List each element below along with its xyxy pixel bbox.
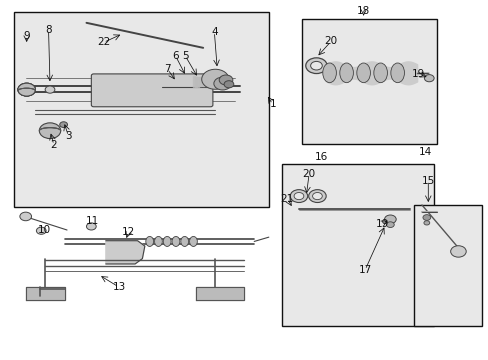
Polygon shape <box>26 287 64 300</box>
Circle shape <box>423 221 429 225</box>
Text: 12: 12 <box>122 227 135 237</box>
Ellipse shape <box>373 63 386 83</box>
Bar <box>301 19 436 144</box>
Circle shape <box>386 222 393 228</box>
Ellipse shape <box>356 63 370 83</box>
Text: 20: 20 <box>324 36 337 46</box>
Polygon shape <box>106 241 144 264</box>
Circle shape <box>422 215 430 220</box>
Circle shape <box>219 75 232 85</box>
FancyBboxPatch shape <box>91 74 212 107</box>
Text: 19: 19 <box>411 68 425 78</box>
Ellipse shape <box>189 237 197 247</box>
Bar <box>282 164 433 327</box>
Ellipse shape <box>390 63 404 83</box>
Circle shape <box>18 83 35 96</box>
Bar <box>14 12 268 207</box>
Circle shape <box>293 193 303 200</box>
Circle shape <box>289 190 307 203</box>
Circle shape <box>384 215 395 224</box>
Circle shape <box>308 190 325 203</box>
Text: 6: 6 <box>172 51 179 61</box>
Circle shape <box>36 227 46 234</box>
Circle shape <box>39 123 61 139</box>
Ellipse shape <box>172 237 180 247</box>
Circle shape <box>213 77 231 90</box>
Text: 8: 8 <box>45 25 52 35</box>
Text: 11: 11 <box>86 216 99 226</box>
Ellipse shape <box>154 237 162 247</box>
Text: 15: 15 <box>421 176 434 186</box>
Polygon shape <box>196 287 244 300</box>
Text: 7: 7 <box>164 64 171 74</box>
Circle shape <box>424 75 433 82</box>
Text: 20: 20 <box>302 168 315 179</box>
Text: 17: 17 <box>358 265 371 275</box>
Text: 9: 9 <box>23 31 30 41</box>
Text: 14: 14 <box>418 147 431 157</box>
Text: 18: 18 <box>356 6 369 17</box>
Ellipse shape <box>145 237 153 247</box>
Circle shape <box>305 58 326 73</box>
Circle shape <box>60 122 67 127</box>
Circle shape <box>86 223 96 230</box>
Text: 21: 21 <box>280 194 293 203</box>
Ellipse shape <box>339 63 353 83</box>
Circle shape <box>310 62 322 70</box>
Text: 1: 1 <box>269 99 275 109</box>
Circle shape <box>201 69 228 89</box>
Circle shape <box>18 83 35 96</box>
Text: 2: 2 <box>50 140 57 150</box>
Text: 5: 5 <box>182 51 188 61</box>
Circle shape <box>450 246 465 257</box>
Circle shape <box>20 212 31 221</box>
Text: 10: 10 <box>38 225 51 235</box>
Circle shape <box>18 83 35 96</box>
Text: 3: 3 <box>65 131 72 141</box>
Text: 19: 19 <box>375 219 388 229</box>
Text: 13: 13 <box>112 282 125 292</box>
Text: 4: 4 <box>211 27 217 37</box>
Circle shape <box>312 193 322 200</box>
Ellipse shape <box>181 237 188 247</box>
Ellipse shape <box>163 237 171 247</box>
Ellipse shape <box>322 63 336 83</box>
Circle shape <box>18 83 35 96</box>
Circle shape <box>45 86 55 93</box>
Text: 22: 22 <box>97 37 110 48</box>
Circle shape <box>224 81 233 88</box>
Text: 16: 16 <box>314 152 327 162</box>
Bar <box>413 205 481 327</box>
